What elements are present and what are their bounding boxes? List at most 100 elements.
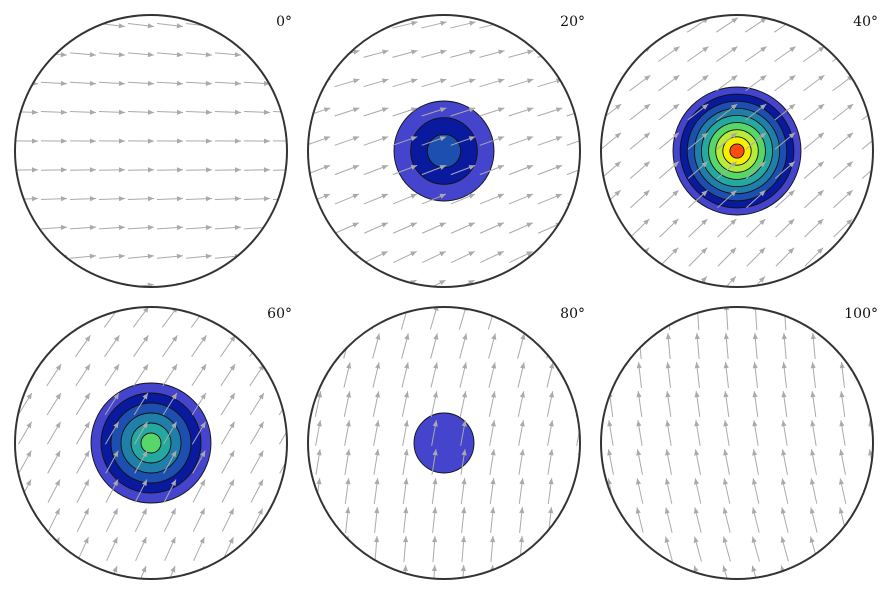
field-arrow xyxy=(607,507,615,533)
field-arrowhead xyxy=(751,565,757,573)
field-arrowhead xyxy=(113,364,120,371)
field-arrowhead xyxy=(118,109,125,115)
field-arrowhead xyxy=(730,190,737,197)
field-arrow xyxy=(812,307,816,331)
field-arrowhead xyxy=(439,107,447,113)
field-arrowhead xyxy=(55,421,61,429)
field-arrowhead xyxy=(520,333,526,340)
field-arrowhead xyxy=(722,507,728,514)
field-arrowhead xyxy=(781,333,787,340)
field-arrowhead xyxy=(526,251,533,257)
field-arrowhead xyxy=(345,507,351,514)
disk-outline xyxy=(307,14,581,288)
field-arrowhead xyxy=(84,335,91,342)
field-arrowhead xyxy=(293,167,299,172)
field-arrowhead xyxy=(818,75,825,81)
field-arrowhead xyxy=(636,362,642,369)
field-arrowhead xyxy=(665,391,671,398)
field-arrowhead xyxy=(89,52,96,58)
field-arrow xyxy=(576,478,580,504)
field-arrowhead xyxy=(403,478,409,485)
field-arrowhead xyxy=(607,420,613,427)
field-arrowhead xyxy=(846,190,853,197)
field-arrow xyxy=(566,107,580,117)
field-arrowhead xyxy=(171,335,178,342)
field-arrowhead xyxy=(199,508,205,515)
field-arrowhead xyxy=(205,109,212,115)
field-arrowhead xyxy=(548,507,554,514)
field-arrowhead xyxy=(519,420,525,427)
field-arrowhead xyxy=(113,450,119,458)
field-arrowhead xyxy=(781,449,787,456)
field-arrowhead xyxy=(200,421,206,429)
field-arrowhead xyxy=(760,46,767,53)
field-arrow xyxy=(696,307,700,331)
field-arrowhead xyxy=(402,536,409,543)
field-arrowhead xyxy=(846,161,853,168)
field-arrowhead xyxy=(381,251,388,257)
field-arrowhead xyxy=(410,222,417,228)
field-arrowhead xyxy=(381,107,389,113)
field-arrowhead xyxy=(410,136,418,142)
field-arrow xyxy=(841,333,845,359)
field-arrowhead xyxy=(234,80,241,87)
field-arrowhead xyxy=(228,537,234,544)
field-arrowhead xyxy=(723,333,729,340)
field-arrowhead xyxy=(693,478,700,485)
field-arrowhead xyxy=(759,161,766,168)
field-arrowhead xyxy=(752,420,758,427)
field-arrowhead xyxy=(25,479,32,486)
field-arrowhead xyxy=(693,507,699,514)
field-arrowhead xyxy=(147,52,154,58)
field-arrowhead xyxy=(664,536,670,543)
field-arrowhead xyxy=(752,333,758,340)
field-arrowhead xyxy=(118,138,125,144)
field-arrowhead xyxy=(722,478,729,485)
field-arrowhead xyxy=(54,479,61,486)
field-arrowhead xyxy=(410,251,417,257)
field-arrowhead xyxy=(460,536,467,543)
field-arrowhead xyxy=(520,307,526,312)
panel-angle-label: 100° xyxy=(844,306,878,322)
field-arrow xyxy=(219,307,237,328)
field-arrowhead xyxy=(694,420,700,427)
field-arrowhead xyxy=(672,218,679,226)
field-arrowhead xyxy=(585,136,592,141)
field-arrowhead xyxy=(374,420,380,427)
field-arrowhead xyxy=(788,190,795,197)
field-arrowhead xyxy=(781,391,787,398)
field-arrowhead xyxy=(730,103,738,110)
field-arrow xyxy=(308,222,331,234)
field-arrowhead xyxy=(672,161,679,168)
field-arrowhead xyxy=(118,80,125,87)
field-arrowhead xyxy=(729,276,736,283)
field-arrowhead xyxy=(323,165,331,170)
field-arrowhead xyxy=(818,46,825,53)
field-arrowhead xyxy=(263,167,270,173)
field-arrowhead xyxy=(84,450,90,458)
field-arrowhead xyxy=(497,165,505,170)
field-arrowhead xyxy=(316,420,322,427)
field-arrowhead xyxy=(694,362,700,369)
field-arrowhead xyxy=(345,420,351,427)
field-arrowhead xyxy=(382,20,389,26)
field-arrowhead xyxy=(234,23,241,29)
field-arrowhead xyxy=(316,507,322,514)
disk-outline xyxy=(600,306,874,580)
field-arrowhead xyxy=(693,536,699,543)
field-arrowhead xyxy=(431,565,437,572)
field-arrowhead xyxy=(636,420,642,427)
field-arrowhead xyxy=(439,136,447,142)
contour-level xyxy=(426,133,462,169)
field-arrowhead xyxy=(374,478,380,485)
field-arrowhead xyxy=(643,190,650,197)
field-arrowhead xyxy=(234,224,241,231)
field-arrowhead xyxy=(316,391,322,398)
field-arrowhead xyxy=(170,479,177,486)
field-arrowhead xyxy=(382,49,389,55)
field-arrowhead xyxy=(788,161,795,168)
field-arrowhead xyxy=(60,167,67,173)
field-arrowhead xyxy=(345,478,351,485)
field-arrowhead xyxy=(85,307,91,313)
field-arrowhead xyxy=(229,421,235,429)
